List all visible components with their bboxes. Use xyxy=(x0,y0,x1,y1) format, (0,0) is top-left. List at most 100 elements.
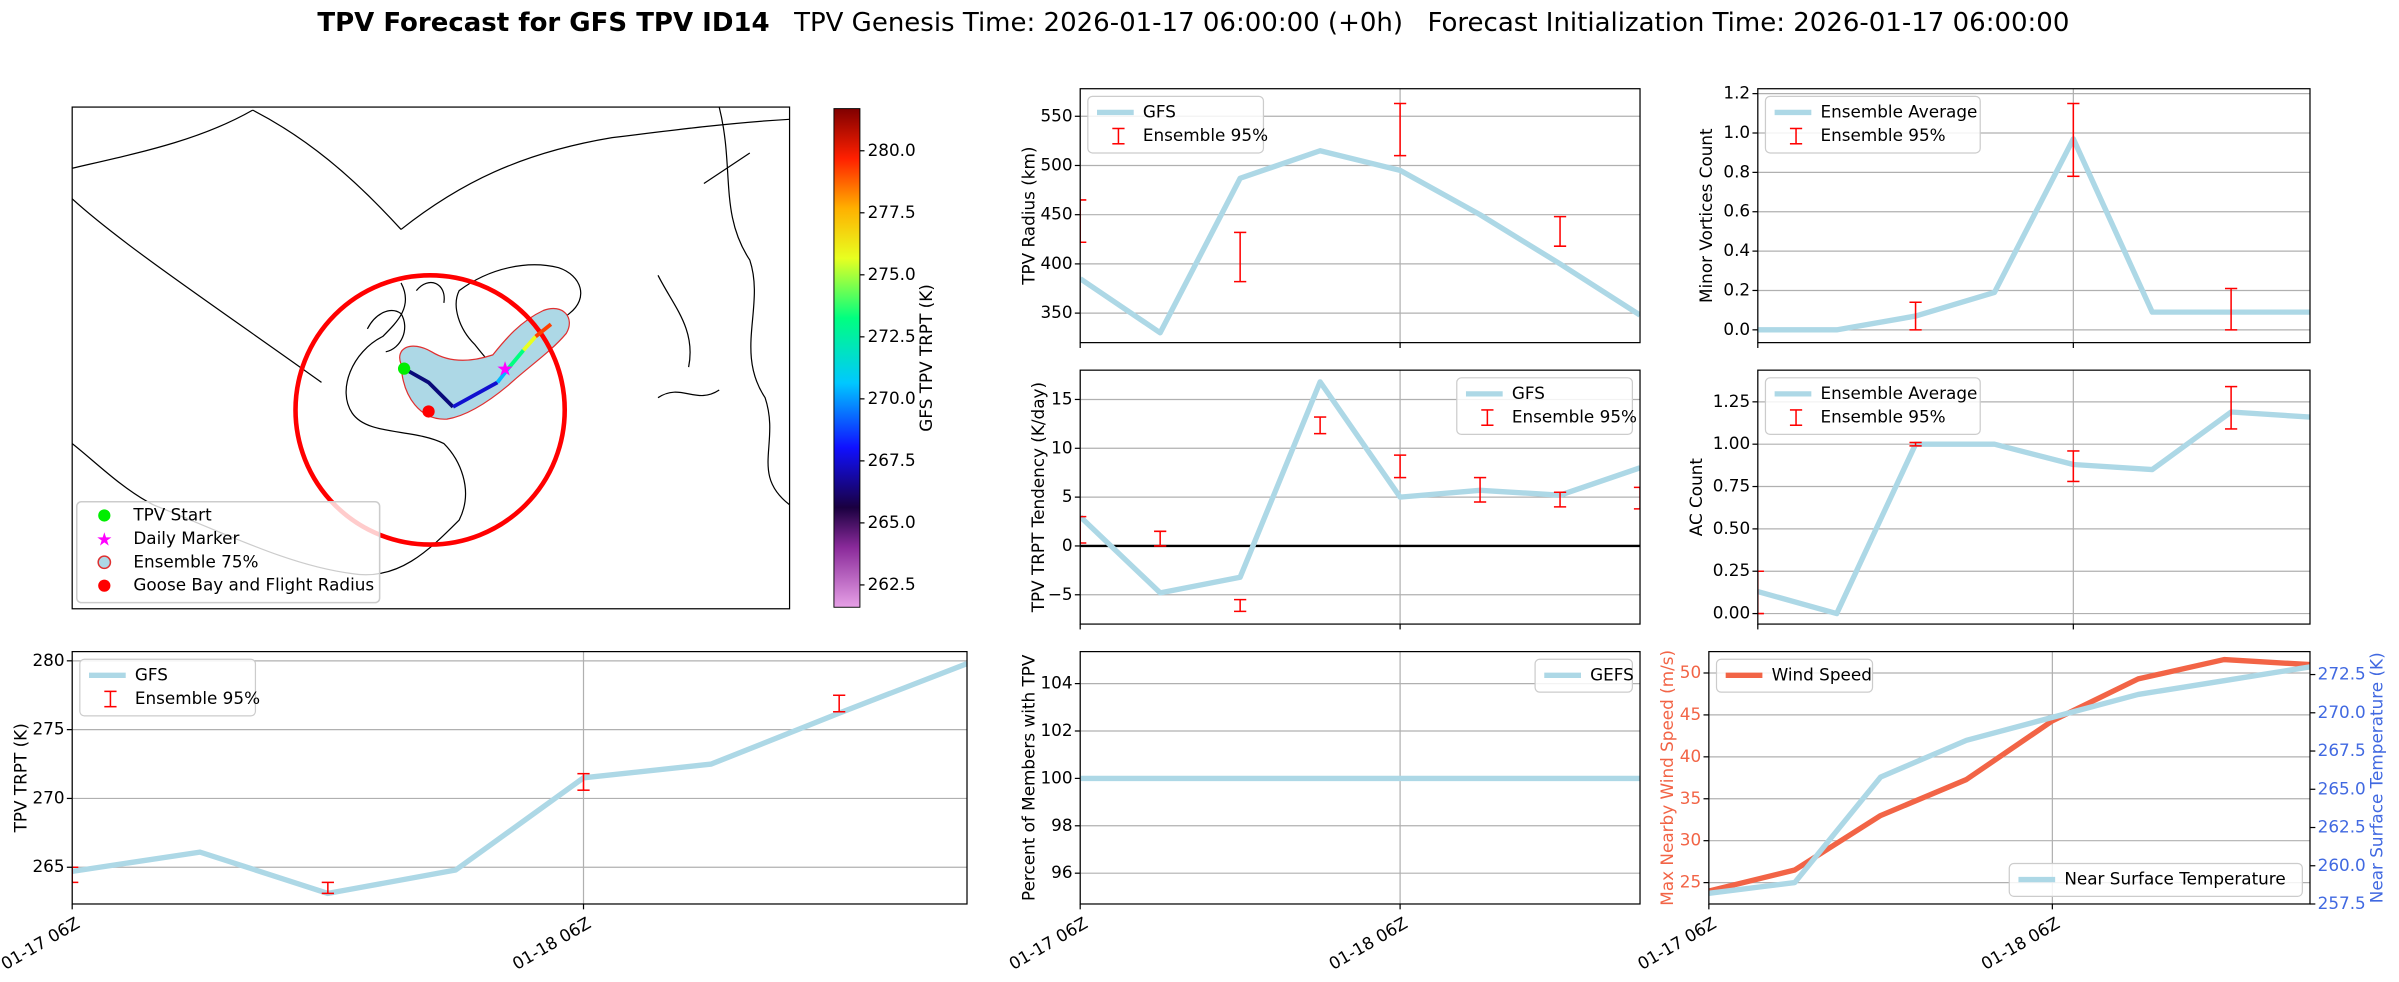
colorbar-tick-label: 262.5 xyxy=(868,574,916,594)
legend-label: Ensemble 95% xyxy=(135,688,260,708)
y-tick-label: 0.0 xyxy=(1723,319,1750,339)
y-tick-label: 104 xyxy=(1040,673,1072,693)
error-bar xyxy=(833,694,846,713)
coastline xyxy=(72,109,790,383)
x-tick-label: 01-18 06Z xyxy=(1978,913,2063,974)
line xyxy=(72,661,968,897)
y-tick-label: 30 xyxy=(1680,830,1701,850)
legend-label: Daily Marker xyxy=(133,528,239,548)
figure-title: TPV Forecast for GFS TPV ID14 TPV Genesis… xyxy=(317,7,2069,37)
legend-label: Wind Speed xyxy=(1772,664,1872,684)
plot-content xyxy=(1757,88,2310,343)
colorbar-label: GFS TPV TRPT (K) xyxy=(916,284,936,432)
y-tick-label: 35 xyxy=(1680,788,1701,808)
line xyxy=(1080,379,1641,596)
y2-tick-label: 267.5 xyxy=(2318,740,2366,760)
daily-marker: ★ xyxy=(496,358,514,381)
y-tick-label: 1.0 xyxy=(1723,122,1750,142)
line xyxy=(1080,148,1641,336)
ensemble-75-area xyxy=(399,308,570,420)
legend-label: GFS xyxy=(1143,101,1176,121)
map-legend xyxy=(76,500,381,604)
legend-marker xyxy=(97,555,112,570)
map: ★ xyxy=(72,107,790,609)
legend xyxy=(1534,658,1633,693)
y-tick-label: 265 xyxy=(32,856,64,876)
legend-label: GFS xyxy=(135,664,168,684)
y-tick-label: 25 xyxy=(1680,872,1701,892)
y-axis-label: Percent of Members with TPV xyxy=(1018,654,1038,901)
y2-tick-label: 270.0 xyxy=(2318,702,2366,722)
error-bar xyxy=(1314,416,1327,435)
error-bar xyxy=(1234,598,1247,613)
legend xyxy=(1764,95,1981,154)
y-tick-label: 1.2 xyxy=(1723,83,1750,103)
legend-label: Ensemble Average xyxy=(1821,101,1978,121)
y-tick-label: 0.2 xyxy=(1723,279,1750,299)
legend-marker xyxy=(98,509,111,522)
plot-frame xyxy=(1079,88,1641,344)
legend-label: Ensemble 95% xyxy=(1821,125,1946,145)
coastline xyxy=(366,107,790,506)
legend-label: GFS xyxy=(1512,383,1545,403)
error-bar xyxy=(1080,199,1087,244)
y-tick-label: 500 xyxy=(1040,154,1072,174)
legend-label: Goose Bay and Flight Radius xyxy=(133,575,374,595)
colorbar-tick-label: 280.0 xyxy=(868,140,916,160)
y-tick-label: 102 xyxy=(1040,720,1072,740)
y-tick-label: 15 xyxy=(1051,388,1072,408)
y2-tick-label: 257.5 xyxy=(2318,893,2366,913)
legend-label: Ensemble 75% xyxy=(133,551,258,571)
legend-marker xyxy=(98,579,111,592)
error-bar xyxy=(2067,102,2080,178)
colorbar-tick-label: 267.5 xyxy=(868,450,916,470)
error-bar xyxy=(1909,441,1922,447)
y-tick-label: 40 xyxy=(1680,746,1701,766)
x-tick-label: 01-17 06Z xyxy=(0,913,83,974)
y-tick-label: 0.8 xyxy=(1723,161,1750,181)
legend xyxy=(2008,862,2303,897)
y-tick-label: 0.75 xyxy=(1713,476,1750,496)
legend xyxy=(1715,658,1874,693)
y2-tick-label: 272.5 xyxy=(2318,664,2366,684)
y-tick-label: 100 xyxy=(1040,767,1072,787)
plot-content xyxy=(1080,651,1641,904)
plot-frame xyxy=(1079,650,1641,905)
y-tick-label: 0.50 xyxy=(1713,518,1750,538)
plot-frame xyxy=(1757,88,2311,344)
error-bar xyxy=(1553,491,1567,508)
y-axis-label: TPV TRPT (K) xyxy=(10,723,30,833)
error-bar xyxy=(1757,570,1764,615)
error-bar xyxy=(1909,301,1922,331)
y-tick-label: 0.4 xyxy=(1723,240,1750,260)
y-tick-label: 280 xyxy=(32,650,64,670)
y-tick-label: 45 xyxy=(1680,704,1701,724)
y-tick-label: 400 xyxy=(1040,253,1072,273)
x-tick-label: 01-17 06Z xyxy=(1634,913,1719,974)
title: TPV Forecast for GFS TPV ID14 xyxy=(317,7,769,37)
init-time: Forecast Initialization Time: 2026-01-17… xyxy=(1428,7,2070,37)
flight-radius xyxy=(293,273,568,547)
error-bar xyxy=(1633,486,1641,510)
legend-label: Ensemble 95% xyxy=(1143,125,1268,145)
y-axis-label: AC Count xyxy=(1686,458,1706,537)
error-bar xyxy=(1473,476,1487,503)
x-tick-label: 01-18 06Z xyxy=(1325,913,1410,974)
error-bar xyxy=(1080,515,1087,544)
colorbar-tick-label: 270.0 xyxy=(868,388,916,408)
y-tick-label: 350 xyxy=(1040,302,1072,322)
y-axis-label: Max Nearby Wind Speed (m/s) xyxy=(1657,650,1677,906)
track xyxy=(403,366,455,409)
y-tick-label: 270 xyxy=(32,787,64,807)
map-frame xyxy=(71,106,791,610)
y2-tick-label: 265.0 xyxy=(2318,778,2366,798)
y-tick-label: 1.00 xyxy=(1713,433,1750,453)
y-tick-label: 98 xyxy=(1051,815,1072,835)
line xyxy=(1757,136,2310,333)
error-bar xyxy=(1393,102,1407,157)
error-bar xyxy=(2067,450,2080,483)
y-tick-label: 50 xyxy=(1680,662,1701,682)
error-bar xyxy=(2224,287,2238,331)
legend-label: Ensemble 95% xyxy=(1821,407,1946,427)
